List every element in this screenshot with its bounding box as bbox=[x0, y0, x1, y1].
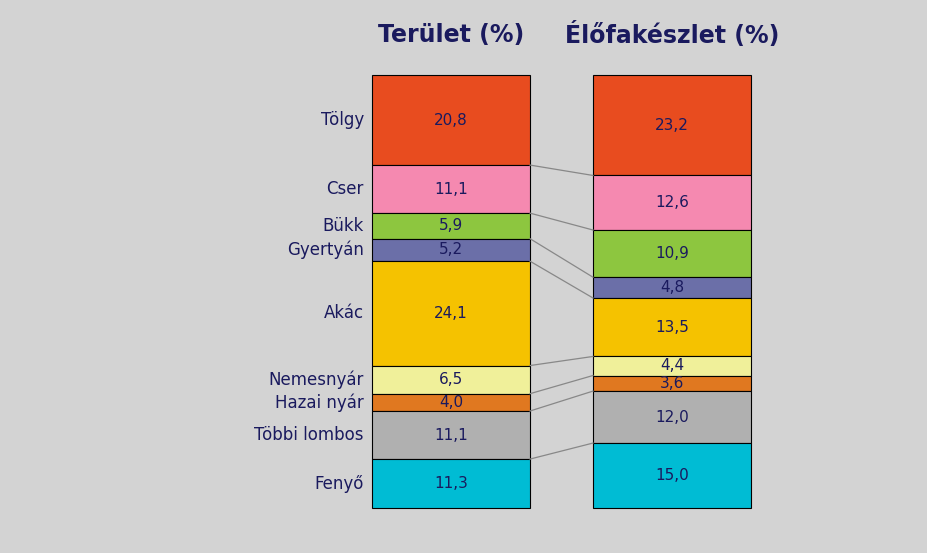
Text: 13,5: 13,5 bbox=[655, 320, 689, 335]
Bar bbox=[372, 261, 530, 366]
Text: Bükk: Bükk bbox=[323, 217, 364, 235]
Text: Cser: Cser bbox=[326, 180, 364, 198]
Bar bbox=[372, 239, 530, 261]
Bar bbox=[372, 459, 530, 508]
Text: 5,2: 5,2 bbox=[439, 242, 464, 258]
Bar bbox=[372, 213, 530, 239]
Bar bbox=[593, 230, 751, 277]
Bar bbox=[372, 165, 530, 213]
Text: Élőfakészlet (%): Élőfakészlet (%) bbox=[565, 22, 780, 48]
Text: 20,8: 20,8 bbox=[434, 112, 468, 128]
Text: 3,6: 3,6 bbox=[660, 376, 684, 391]
Text: 11,3: 11,3 bbox=[434, 476, 468, 491]
Text: 24,1: 24,1 bbox=[434, 306, 468, 321]
Text: 4,0: 4,0 bbox=[439, 395, 464, 410]
Bar bbox=[593, 175, 751, 230]
Bar bbox=[593, 277, 751, 298]
Text: Hazai nyár: Hazai nyár bbox=[275, 393, 364, 411]
Text: Akác: Akác bbox=[324, 304, 364, 322]
Text: 12,6: 12,6 bbox=[655, 195, 689, 210]
Bar bbox=[372, 394, 530, 411]
Bar bbox=[593, 391, 751, 443]
Text: Terület (%): Terület (%) bbox=[378, 23, 524, 47]
Text: Fenyő: Fenyő bbox=[314, 474, 364, 493]
Text: 12,0: 12,0 bbox=[655, 410, 689, 425]
Text: 15,0: 15,0 bbox=[655, 468, 689, 483]
Text: 23,2: 23,2 bbox=[655, 118, 689, 133]
Bar bbox=[593, 375, 751, 391]
Bar bbox=[372, 411, 530, 459]
Bar bbox=[593, 357, 751, 375]
Text: 10,9: 10,9 bbox=[655, 246, 689, 261]
Text: 4,4: 4,4 bbox=[660, 358, 684, 373]
Bar bbox=[593, 298, 751, 357]
Bar bbox=[593, 75, 751, 175]
Text: 11,1: 11,1 bbox=[434, 181, 468, 197]
Text: 11,1: 11,1 bbox=[434, 427, 468, 442]
Text: Gyertyán: Gyertyán bbox=[287, 241, 364, 259]
Bar bbox=[372, 366, 530, 394]
Text: Többi lombos: Többi lombos bbox=[255, 426, 364, 444]
Text: Tölgy: Tölgy bbox=[321, 111, 364, 129]
Text: Nemesnyár: Nemesnyár bbox=[269, 371, 364, 389]
Bar bbox=[593, 443, 751, 508]
Text: 4,8: 4,8 bbox=[660, 280, 684, 295]
Text: 5,9: 5,9 bbox=[438, 218, 464, 233]
Bar bbox=[372, 75, 530, 165]
Text: 6,5: 6,5 bbox=[438, 372, 464, 387]
